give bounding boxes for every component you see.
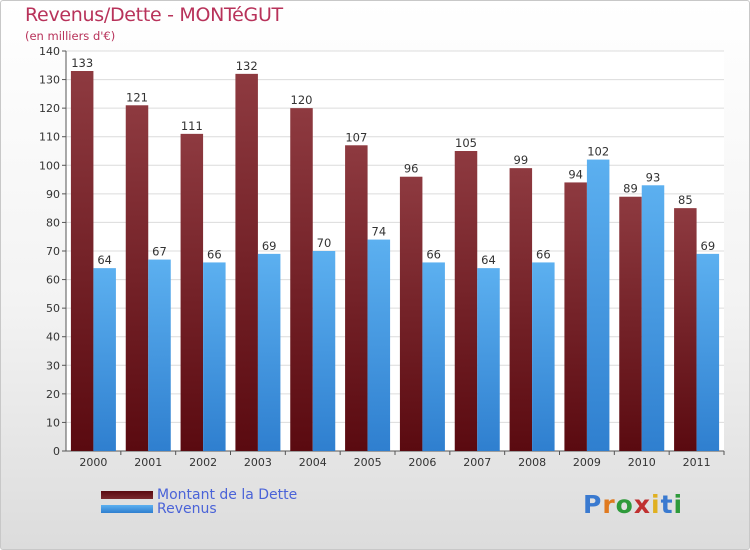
bar-dette [290,108,313,452]
data-label-dette: 89 [623,182,638,196]
logo-letter: r [602,490,616,519]
data-label-dette: 133 [71,56,93,70]
data-label-revenus: 66 [207,247,222,261]
logo-letter: x [633,490,651,519]
data-label-dette: 107 [345,130,367,144]
data-label-dette: 111 [181,119,203,133]
data-label-dette: 120 [291,93,313,107]
data-label-revenus: 64 [481,253,496,267]
logo-letter: P [583,490,603,519]
bar-dette [674,208,697,451]
bar-revenus [586,159,610,452]
data-label-dette: 121 [126,90,148,104]
chart-title: Revenus/Dette - MONTéGUT [25,4,283,26]
x-tick-label: 2005 [354,456,382,469]
x-tick-label: 2009 [573,456,601,469]
x-tick-label: 2010 [628,456,656,469]
y-tick-label: 120 [39,102,60,115]
bar-revenus [477,268,500,451]
bar-revenus [312,251,336,451]
bar-dette [454,151,478,451]
logo-letter: o [615,490,634,519]
chart-subtitle: (en milliers d'€) [25,29,116,43]
bar-dette [180,133,204,451]
legend: Montant de la Dette Revenus [101,487,298,517]
logo-letter: t [660,490,674,519]
y-tick-label: 70 [46,245,60,258]
bar-revenus [257,253,281,451]
bar-dette [509,168,533,451]
bar-revenus [532,262,555,451]
x-tick-label: 2011 [683,456,711,469]
legend-label-revenus: Revenus [157,501,217,517]
y-tick-label: 50 [46,302,60,315]
data-label-revenus: 69 [262,239,277,253]
data-labels: 133 64 121 67 111 66 132 69 120 70 107 74 96 66 105 64 9… [71,56,715,267]
legend-item-dette: Montant de la Dette [101,487,298,503]
bar-revenus [203,262,226,451]
y-tick-label: 100 [39,159,60,172]
bar-dette [125,105,149,452]
legend-swatch-dette [101,491,153,499]
data-label-revenus: 69 [701,239,716,253]
bar-dette [399,176,423,451]
bar-revenus [93,268,116,451]
bar-dette [564,182,587,451]
data-label-revenus: 67 [152,245,167,259]
y-tick-label: 90 [46,188,60,201]
logo-letter: i [673,490,684,519]
bar-revenus [641,185,665,452]
x-tick-label: 2006 [408,456,436,469]
y-tick-label: 140 [39,45,60,58]
bar-revenus [367,239,391,451]
x-tick-label: 2003 [244,456,272,469]
data-label-dette: 94 [568,167,583,181]
bar-revenus [148,259,171,451]
data-label-revenus: 74 [372,225,387,239]
legend-label-dette: Montant de la Dette [157,487,298,503]
y-tick-label: 0 [53,445,60,458]
data-label-revenus: 93 [646,170,661,184]
bar-revenus [422,262,445,451]
y-tick-label: 130 [39,74,60,87]
axes: 0 10 20 30 40 50 60 70 80 90 100 110 120 130 140 2000 20… [39,45,725,469]
bar-dette [70,71,94,451]
data-label-revenus: 102 [587,145,609,159]
x-tick-label: 2007 [463,456,491,469]
legend-swatch-revenus [101,505,153,513]
legend-item-revenus: Revenus [101,501,297,517]
x-tick-label: 2002 [189,456,217,469]
x-tick-label: 2001 [134,456,162,469]
x-tick-label: 2008 [518,456,546,469]
data-label-dette: 105 [455,136,477,150]
y-tick-label: 40 [46,331,60,344]
bar-revenus [696,253,720,451]
bar-dette [619,196,642,451]
data-label-revenus: 66 [536,247,551,261]
grid-lines [66,50,724,452]
data-label-dette: 96 [404,162,419,176]
y-tick-label: 80 [46,216,60,229]
data-label-revenus: 66 [426,247,441,261]
data-label-revenus: 64 [97,253,112,267]
data-label-revenus: 70 [317,236,332,250]
bar-dette [345,145,368,452]
y-tick-label: 20 [46,388,60,401]
data-label-dette: 99 [514,153,529,167]
x-tick-label: 2004 [299,456,327,469]
proxiti-logo: Proxiti [583,490,683,519]
data-label-dette: 85 [678,193,693,207]
y-tick-label: 30 [46,359,60,372]
bars [70,71,720,452]
logo-letter: i [651,490,661,519]
y-tick-label: 110 [39,131,60,144]
y-tick-label: 60 [46,274,60,287]
bar-dette [235,73,258,451]
y-tick-label: 10 [46,416,60,429]
data-label-dette: 132 [236,59,258,73]
x-tick-label: 2000 [79,456,107,469]
